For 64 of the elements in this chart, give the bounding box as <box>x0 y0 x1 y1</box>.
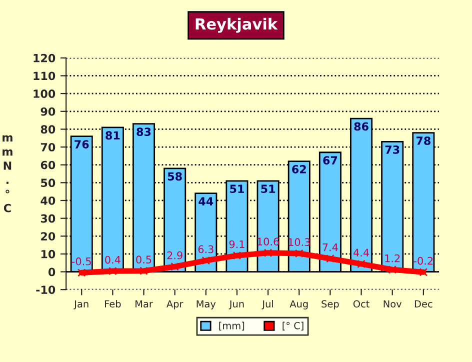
point <box>357 260 366 268</box>
y-tick-label: 50 <box>41 178 56 188</box>
x-tick-label: Nov <box>384 300 402 308</box>
data-label: 62 <box>292 165 306 174</box>
data-label: 76 <box>74 140 89 148</box>
point <box>170 262 180 271</box>
data-label: 78 <box>416 136 430 145</box>
x-tick-label: May <box>196 300 216 310</box>
legend-label: [mm] <box>219 322 244 330</box>
y-axis-title: mmN.°C <box>2 135 12 212</box>
data-label: 6.3 <box>198 245 214 254</box>
y-tick-label: 90 <box>40 107 56 116</box>
y-tick-label: 110 <box>34 72 56 80</box>
x-tick-label: Dec <box>414 300 432 308</box>
data-label: 51 <box>230 184 244 194</box>
data-label: 2.9 <box>167 251 182 260</box>
data-label: 44 <box>198 197 214 206</box>
x-tick-label: Jan <box>74 300 88 310</box>
y-tick-label: 20 <box>41 232 56 241</box>
y-tick-label: 60 <box>40 160 56 170</box>
point <box>264 248 272 258</box>
y-tick-label: -10 <box>36 286 56 294</box>
data-label: 0.4 <box>105 256 120 264</box>
point <box>140 266 148 276</box>
data-label: 67 <box>323 156 338 165</box>
x-tick-label: Mar <box>136 300 153 308</box>
y-tick-label: 30 <box>40 214 56 223</box>
y-tick-label: 120 <box>34 54 56 62</box>
data-label: -0.5 <box>72 257 91 266</box>
data-label: 51 <box>261 184 276 194</box>
point <box>77 268 86 277</box>
data-label: 9.1 <box>229 240 244 248</box>
data-label: 0.5 <box>136 256 152 264</box>
y-tick-label: 0 <box>48 268 56 276</box>
x-tick-label: Oct <box>353 300 370 308</box>
point <box>419 268 428 276</box>
data-label: 81 <box>106 131 120 140</box>
x-tick-label: Aug <box>290 300 308 310</box>
y-tick-label: 10 <box>41 250 56 258</box>
point <box>326 254 334 263</box>
y-tick-label: 70 <box>40 143 56 152</box>
data-label: -0.2 <box>414 256 433 265</box>
point <box>294 249 304 258</box>
x-tick-label: Feb <box>105 300 121 308</box>
data-label: 1.2 <box>385 254 400 262</box>
data-label: 4.4 <box>354 248 369 256</box>
point <box>388 265 397 274</box>
y-tick-label: 100 <box>34 90 56 98</box>
y-tick-label: 80 <box>40 125 56 134</box>
x-tick-label: Jun <box>228 300 244 310</box>
point <box>108 266 117 276</box>
data-label: 83 <box>136 128 151 136</box>
x-tick-label: Jul <box>262 300 274 310</box>
x-tick-label: Apr <box>166 300 184 310</box>
data-label: 7.4 <box>322 243 338 252</box>
x-tick-label: Sep <box>322 300 339 310</box>
y-tick-label: 40 <box>40 196 56 205</box>
point <box>232 251 242 260</box>
chart-title: Reykjavik <box>196 18 278 33</box>
data-label: 86 <box>354 122 368 131</box>
data-label: 58 <box>168 172 182 181</box>
data-label: 73 <box>385 145 400 154</box>
legend-label: [° C] <box>282 322 304 330</box>
point <box>202 256 210 265</box>
